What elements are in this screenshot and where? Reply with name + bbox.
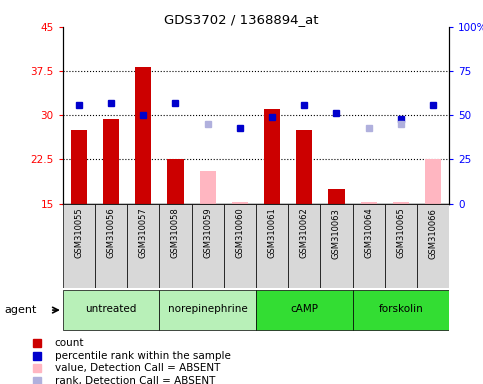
Bar [264, 109, 280, 204]
Bar [296, 130, 313, 204]
Bar [385, 204, 417, 288]
Bar [71, 130, 87, 204]
Bar [192, 204, 224, 288]
Bar [127, 204, 159, 288]
Text: agent: agent [5, 305, 37, 315]
Text: GDS3702 / 1368894_at: GDS3702 / 1368894_at [164, 13, 319, 26]
Text: untreated: untreated [85, 304, 137, 314]
Text: GSM310058: GSM310058 [171, 208, 180, 258]
Bar [232, 202, 248, 204]
Bar [63, 204, 95, 288]
Bar [256, 204, 288, 288]
Bar [168, 159, 184, 204]
Text: cAMP: cAMP [290, 304, 318, 314]
Text: GSM310063: GSM310063 [332, 208, 341, 258]
Bar [353, 204, 385, 288]
Text: norepinephrine: norepinephrine [168, 304, 248, 314]
Bar [256, 290, 353, 330]
Bar [135, 67, 151, 204]
Text: value, Detection Call = ABSENT: value, Detection Call = ABSENT [55, 363, 220, 373]
Bar [393, 202, 409, 204]
Bar [361, 202, 377, 204]
Bar [328, 189, 344, 204]
Text: GSM310065: GSM310065 [397, 208, 405, 258]
Bar [417, 204, 449, 288]
Text: GSM310059: GSM310059 [203, 208, 212, 258]
Bar [159, 204, 192, 288]
Text: GSM310062: GSM310062 [300, 208, 309, 258]
Text: forskolin: forskolin [379, 304, 423, 314]
Text: GSM310056: GSM310056 [107, 208, 115, 258]
Text: GSM310061: GSM310061 [268, 208, 277, 258]
Bar [320, 204, 353, 288]
Bar [425, 159, 441, 204]
Bar [95, 204, 127, 288]
Bar [353, 290, 449, 330]
Bar [288, 204, 320, 288]
Bar [63, 290, 159, 330]
Text: GSM310060: GSM310060 [235, 208, 244, 258]
Text: GSM310064: GSM310064 [364, 208, 373, 258]
Bar [103, 119, 119, 204]
Text: GSM310057: GSM310057 [139, 208, 148, 258]
Text: GSM310055: GSM310055 [74, 208, 84, 258]
Bar [159, 290, 256, 330]
Bar [224, 204, 256, 288]
Text: count: count [55, 338, 84, 348]
Text: GSM310066: GSM310066 [428, 208, 438, 258]
Bar [199, 171, 216, 204]
Text: rank, Detection Call = ABSENT: rank, Detection Call = ABSENT [55, 376, 215, 384]
Text: percentile rank within the sample: percentile rank within the sample [55, 351, 230, 361]
